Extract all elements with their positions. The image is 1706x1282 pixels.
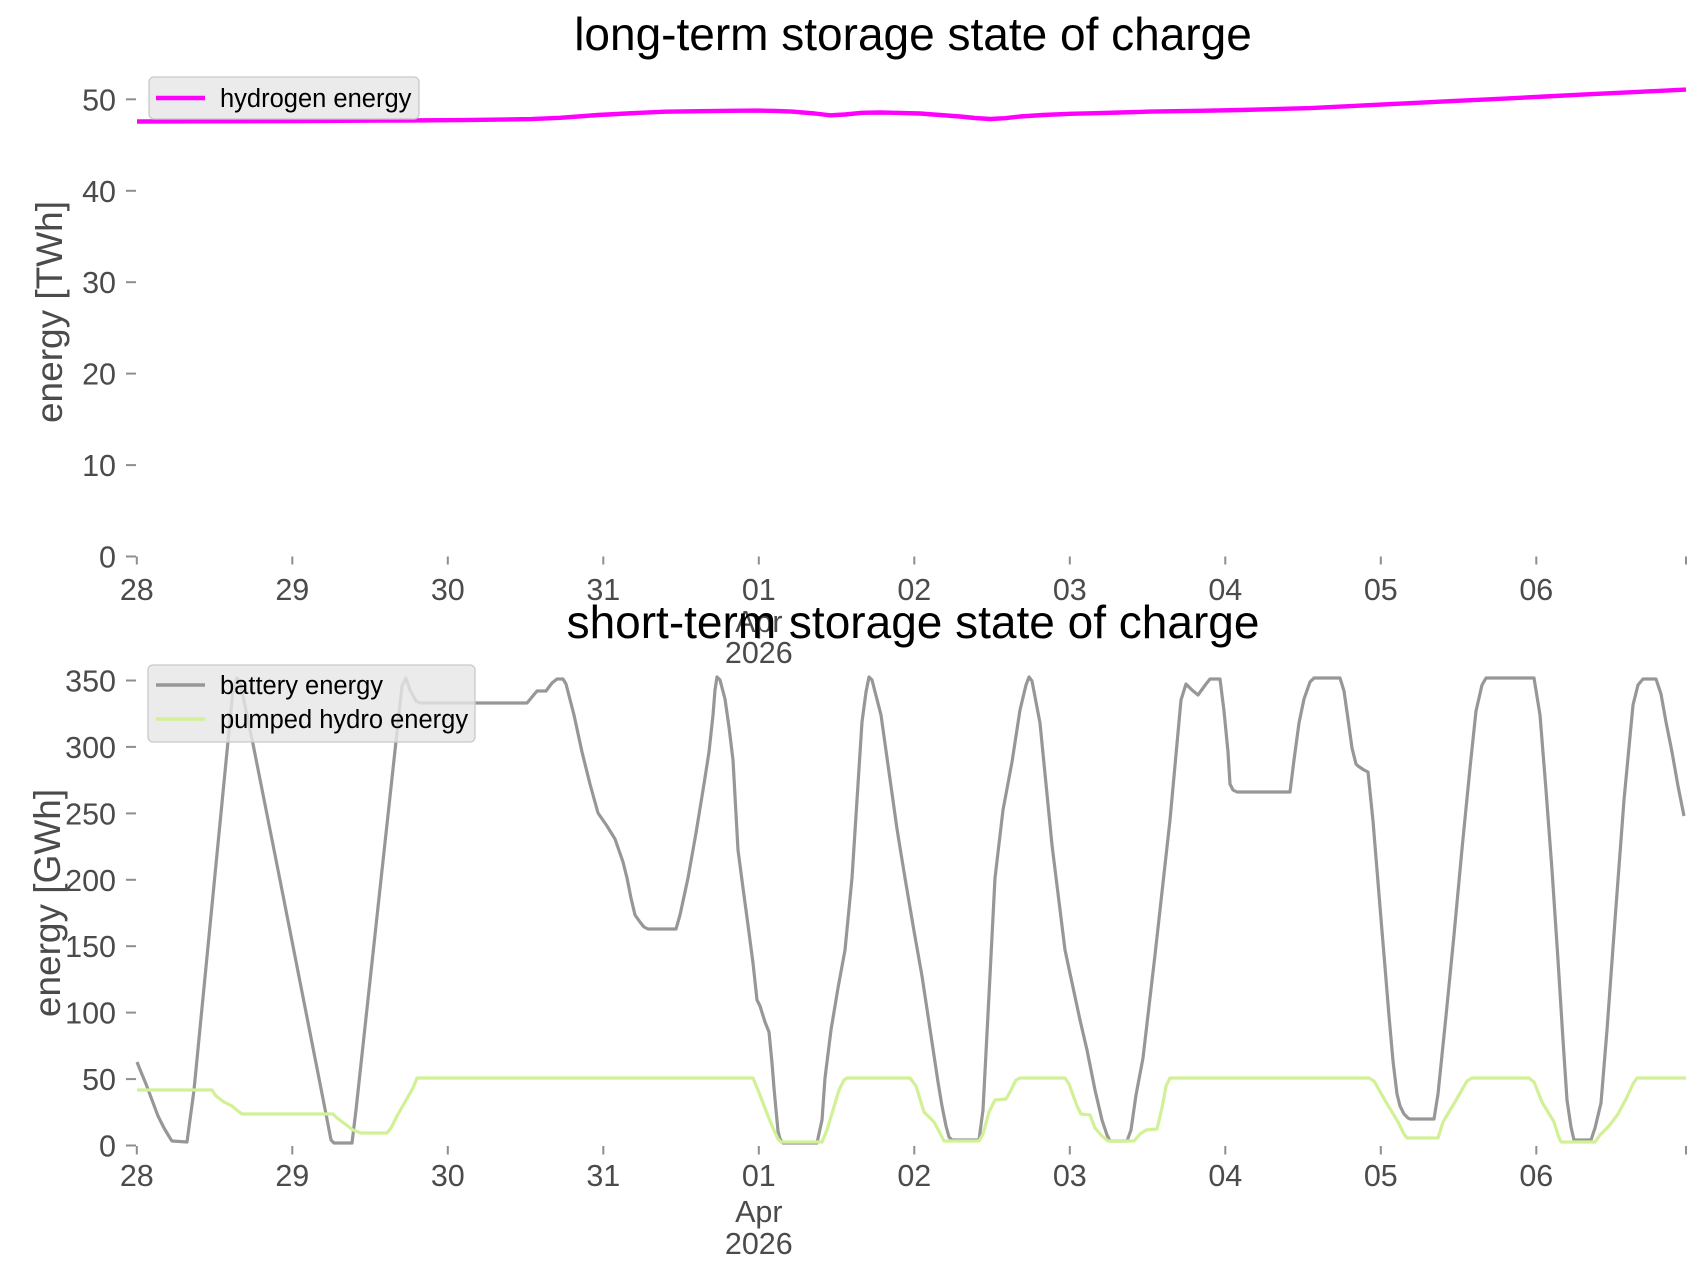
svg-text:05: 05	[1364, 573, 1398, 607]
svg-text:01: 01	[742, 1159, 776, 1193]
svg-text:long-term storage state of cha: long-term storage state of charge	[574, 8, 1252, 60]
svg-text:350: 350	[65, 665, 116, 699]
svg-text:2026: 2026	[725, 1227, 793, 1261]
svg-text:03: 03	[1053, 573, 1087, 607]
svg-text:50: 50	[82, 83, 116, 117]
svg-text:30: 30	[82, 266, 116, 300]
svg-text:28: 28	[120, 1159, 154, 1193]
svg-text:02: 02	[897, 1159, 931, 1193]
svg-text:30: 30	[431, 1159, 465, 1193]
svg-text:50: 50	[82, 1063, 116, 1097]
svg-text:100: 100	[65, 997, 116, 1031]
svg-text:300: 300	[65, 731, 116, 765]
svg-text:battery energy: battery energy	[220, 672, 383, 700]
svg-text:29: 29	[275, 1159, 309, 1193]
svg-text:04: 04	[1208, 573, 1242, 607]
svg-text:31: 31	[586, 1159, 620, 1193]
svg-text:200: 200	[65, 864, 116, 898]
svg-text:06: 06	[1519, 573, 1553, 607]
svg-text:28: 28	[120, 573, 154, 607]
svg-text:29: 29	[275, 573, 309, 607]
svg-text:10: 10	[82, 449, 116, 483]
svg-text:Apr: Apr	[735, 1195, 782, 1229]
svg-text:2026: 2026	[725, 636, 793, 670]
svg-text:30: 30	[431, 573, 465, 607]
svg-text:06: 06	[1519, 1159, 1553, 1193]
svg-text:04: 04	[1208, 1159, 1242, 1193]
svg-text:03: 03	[1053, 1159, 1087, 1193]
svg-text:pumped hydro energy: pumped hydro energy	[220, 706, 468, 734]
svg-text:hydrogen energy: hydrogen energy	[220, 85, 412, 113]
svg-text:0: 0	[99, 541, 116, 575]
svg-text:05: 05	[1364, 1159, 1398, 1193]
svg-text:02: 02	[897, 573, 931, 607]
svg-text:short-term storage state of ch: short-term storage state of charge	[567, 596, 1260, 648]
svg-text:250: 250	[65, 797, 116, 831]
svg-text:31: 31	[586, 573, 620, 607]
svg-text:energy [GWh]: energy [GWh]	[27, 789, 68, 1017]
svg-text:20: 20	[82, 358, 116, 392]
svg-text:Apr: Apr	[735, 605, 782, 639]
svg-text:energy [TWh]: energy [TWh]	[29, 201, 70, 423]
svg-text:40: 40	[82, 175, 116, 209]
svg-text:0: 0	[99, 1130, 116, 1164]
svg-text:150: 150	[65, 930, 116, 964]
svg-text:01: 01	[742, 573, 776, 607]
